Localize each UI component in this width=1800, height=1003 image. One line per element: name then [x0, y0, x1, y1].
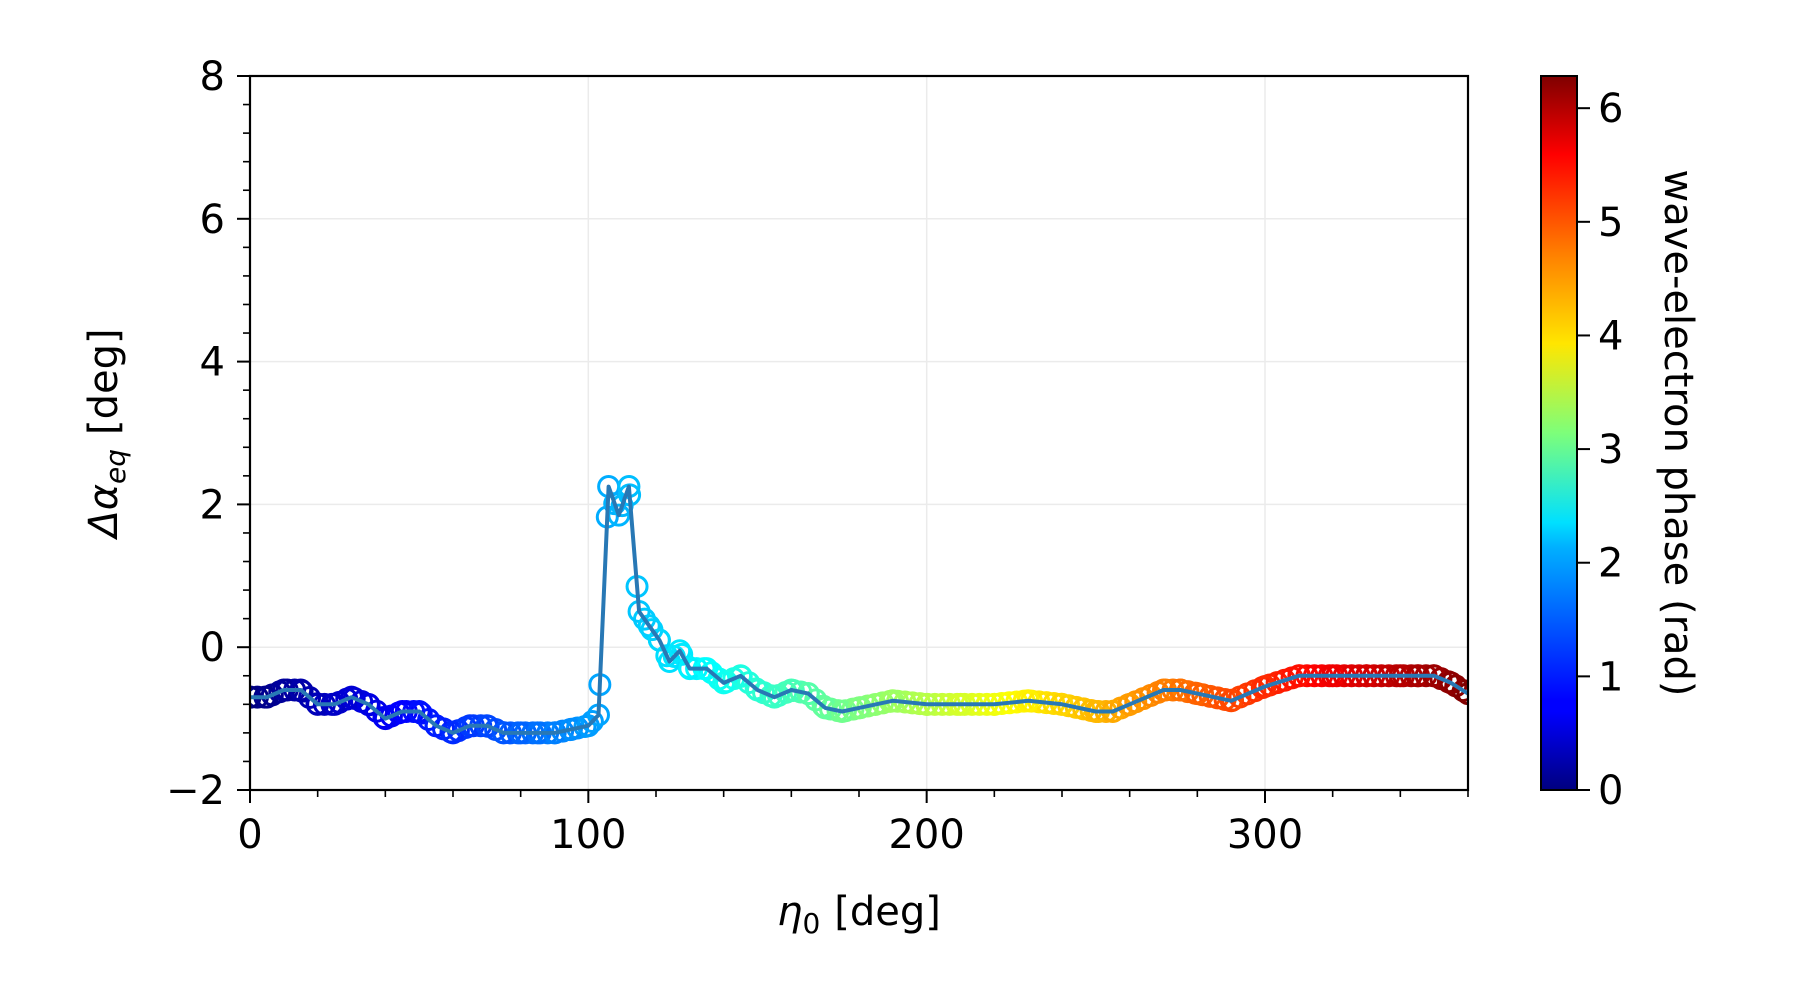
data-point [1439, 671, 1463, 695]
y-axis-ticks: −2 0 2 4 6 8 [166, 54, 250, 814]
data-point [1118, 692, 1142, 716]
colorbar-tick-label: 0 [1598, 768, 1623, 814]
x-tick-label: 100 [550, 812, 626, 858]
colorbar [1540, 75, 1578, 791]
data-point [1253, 674, 1277, 698]
colorbar-tick-label: 1 [1598, 654, 1623, 700]
data-point [796, 682, 820, 706]
phase-marker [580, 709, 604, 733]
data-point [668, 639, 692, 663]
data-point [559, 717, 583, 741]
y-axis-label: Δαeq[deg] [81, 328, 132, 540]
series-line [250, 484, 1468, 735]
data-point [1456, 682, 1468, 706]
colorbar-ticks: 0 1 2 3 4 5 6 [1577, 86, 1623, 814]
colorbar-tick-label: 5 [1598, 200, 1623, 246]
y-tick-label: 0 [200, 625, 225, 671]
x-tick-label: 200 [888, 812, 964, 858]
phase-marker [1451, 679, 1468, 703]
data-point [830, 699, 854, 723]
y-tick-label: 8 [200, 54, 225, 100]
data-point [647, 628, 671, 652]
y-tick-label: −2 [166, 768, 225, 814]
x-axis-label: η0 [deg] [777, 889, 941, 940]
data-point [847, 696, 871, 720]
y-tick-label: 2 [200, 482, 225, 528]
data-point [1219, 689, 1243, 713]
colorbar-tick-label: 2 [1598, 541, 1623, 587]
data-markers [250, 475, 1468, 745]
x-tick-label: 300 [1227, 812, 1303, 858]
data-point [1185, 682, 1209, 706]
data-point [356, 692, 380, 716]
x-axis-ticks: 0 100 200 300 [237, 790, 1469, 858]
colorbar-tick-label: 6 [1598, 86, 1623, 132]
data-line [250, 484, 1468, 735]
data-point [813, 696, 837, 720]
colorbar-label: wave-electron phase (rad) [1655, 169, 1701, 696]
plot-frame [248, 74, 1470, 792]
colorbar-tick-label: 4 [1598, 313, 1623, 359]
y-tick-label: 6 [200, 197, 225, 243]
grid-lines [249, 75, 1468, 791]
y-tick-label: 4 [200, 340, 225, 386]
data-point [779, 678, 803, 702]
data-point [729, 664, 753, 688]
colorbar-tick-label: 3 [1598, 427, 1623, 473]
x-tick-label: 0 [237, 812, 262, 858]
